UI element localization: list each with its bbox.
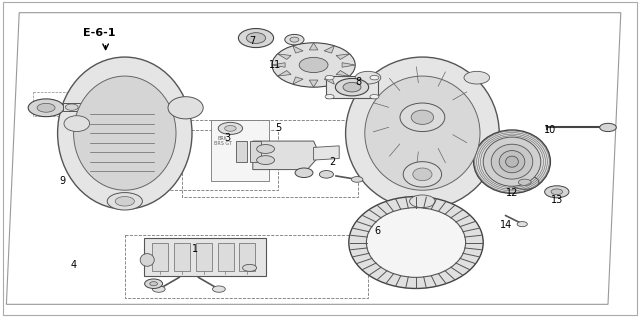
Polygon shape: [278, 54, 291, 59]
Ellipse shape: [464, 71, 490, 84]
Circle shape: [518, 179, 531, 185]
Polygon shape: [63, 103, 83, 111]
Circle shape: [37, 103, 55, 112]
Ellipse shape: [335, 78, 369, 96]
Polygon shape: [144, 238, 266, 276]
Text: 9: 9: [60, 176, 66, 186]
Ellipse shape: [365, 76, 480, 190]
Ellipse shape: [410, 195, 435, 208]
Ellipse shape: [492, 144, 532, 179]
Ellipse shape: [295, 168, 313, 178]
Text: 13: 13: [550, 195, 563, 205]
Text: 14: 14: [499, 220, 512, 230]
Ellipse shape: [145, 279, 163, 288]
Circle shape: [325, 75, 334, 80]
Text: E-6-1: E-6-1: [83, 28, 115, 38]
Circle shape: [152, 286, 165, 292]
Ellipse shape: [150, 282, 157, 286]
Ellipse shape: [218, 122, 243, 134]
Text: 10: 10: [544, 125, 557, 135]
Circle shape: [351, 177, 363, 182]
Circle shape: [511, 175, 539, 189]
Bar: [236, 141, 247, 162]
Ellipse shape: [319, 171, 333, 178]
Ellipse shape: [140, 254, 154, 266]
Polygon shape: [272, 63, 285, 67]
Ellipse shape: [366, 208, 466, 277]
Ellipse shape: [257, 156, 275, 165]
Circle shape: [370, 94, 379, 99]
Text: 3: 3: [224, 133, 230, 143]
Text: BRK
BRS GT: BRK BRS GT: [214, 136, 232, 146]
Polygon shape: [336, 71, 349, 76]
Polygon shape: [278, 71, 291, 76]
Ellipse shape: [349, 197, 483, 288]
Text: 5: 5: [275, 123, 282, 133]
Polygon shape: [211, 120, 269, 181]
Text: 4: 4: [70, 260, 77, 270]
Ellipse shape: [346, 57, 499, 209]
Polygon shape: [253, 141, 320, 170]
Ellipse shape: [257, 145, 275, 153]
Circle shape: [551, 189, 563, 195]
Ellipse shape: [243, 264, 257, 271]
Polygon shape: [309, 43, 318, 50]
Polygon shape: [309, 80, 318, 87]
Bar: [196, 243, 212, 271]
Ellipse shape: [300, 57, 328, 73]
Ellipse shape: [499, 151, 525, 173]
Text: 12: 12: [506, 188, 518, 198]
Text: 2: 2: [330, 157, 336, 167]
Polygon shape: [324, 77, 334, 84]
Text: 11: 11: [269, 60, 282, 70]
Ellipse shape: [400, 103, 445, 132]
Ellipse shape: [355, 71, 381, 84]
Ellipse shape: [246, 33, 266, 43]
Ellipse shape: [225, 126, 236, 131]
Circle shape: [325, 94, 334, 99]
Text: 8: 8: [355, 77, 362, 87]
Ellipse shape: [483, 137, 541, 186]
Ellipse shape: [115, 197, 134, 206]
Text: 1: 1: [192, 244, 198, 254]
Ellipse shape: [64, 116, 90, 132]
Polygon shape: [326, 76, 378, 98]
Circle shape: [545, 186, 569, 198]
Text: 7: 7: [250, 36, 256, 46]
Circle shape: [65, 104, 78, 110]
Ellipse shape: [413, 168, 432, 181]
Ellipse shape: [343, 82, 361, 92]
Bar: [250, 141, 261, 162]
Ellipse shape: [272, 43, 355, 87]
Ellipse shape: [58, 57, 192, 209]
Ellipse shape: [285, 35, 304, 45]
Polygon shape: [293, 46, 303, 53]
Circle shape: [517, 222, 527, 227]
Ellipse shape: [108, 192, 143, 210]
Ellipse shape: [412, 110, 434, 125]
Bar: [174, 243, 190, 271]
Bar: [218, 243, 234, 271]
Polygon shape: [314, 146, 339, 160]
Circle shape: [600, 123, 616, 132]
Ellipse shape: [239, 29, 274, 48]
Polygon shape: [292, 77, 303, 84]
Ellipse shape: [474, 130, 550, 193]
Circle shape: [370, 75, 379, 80]
Bar: [239, 243, 255, 271]
Polygon shape: [336, 54, 349, 59]
Circle shape: [212, 286, 225, 292]
Ellipse shape: [403, 162, 442, 187]
Polygon shape: [342, 63, 355, 67]
Circle shape: [28, 99, 64, 117]
Polygon shape: [324, 46, 334, 53]
Ellipse shape: [168, 97, 204, 119]
Ellipse shape: [74, 76, 176, 190]
Bar: [152, 243, 168, 271]
Ellipse shape: [506, 156, 518, 167]
Text: 6: 6: [374, 226, 381, 236]
Ellipse shape: [290, 37, 299, 42]
Circle shape: [81, 104, 96, 112]
